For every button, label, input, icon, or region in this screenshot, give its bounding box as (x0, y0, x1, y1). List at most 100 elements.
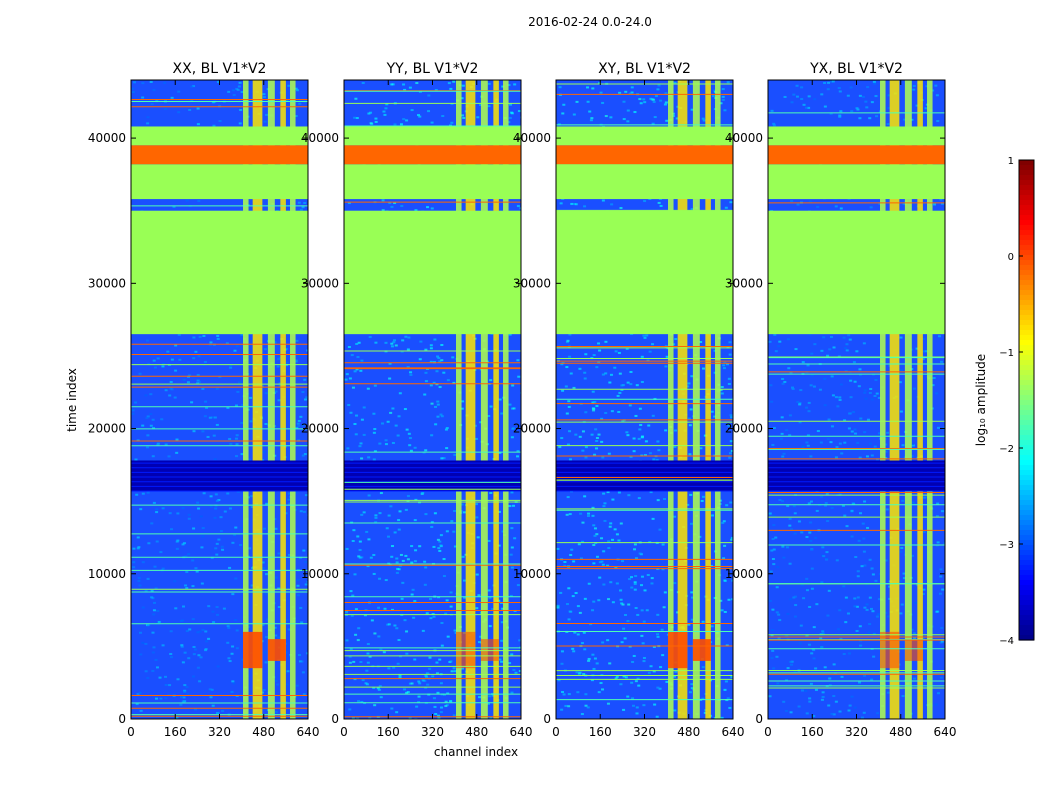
panels-group: XX, BL V1*V2 0 160 320 480 640 0 10000 20000 3000… (88, 61, 957, 739)
rfi-stripe (927, 80, 933, 719)
colorbar-swatch (1019, 550, 1034, 556)
rfi-stripe (503, 80, 509, 719)
rfi-patch (880, 631, 900, 669)
colorbar: 1 0 −1 −2 −3 −4 log₁₀ amplitude (974, 156, 1035, 647)
colorbar-swatch (1019, 410, 1034, 416)
rfi-patch (480, 639, 499, 661)
orange-band (131, 145, 308, 165)
rfi-stripe (480, 80, 488, 719)
colorbar-swatch (1019, 485, 1034, 491)
colorbar-swatch (1019, 355, 1034, 361)
y-tick-label: 30000 (513, 276, 551, 290)
colorbar-swatch (1019, 330, 1034, 336)
colorbar-swatch (1019, 160, 1034, 166)
colorbar-swatch (1019, 470, 1034, 476)
colorbar-swatch (1019, 170, 1034, 176)
colorbar-swatch (1019, 445, 1034, 451)
colorbar-swatch (1019, 395, 1034, 401)
colorbar-tick-label: −1 (999, 348, 1014, 359)
shared-x-axis-label: channel index (434, 745, 518, 759)
colorbar-swatch (1019, 175, 1034, 181)
colorbar-swatch (1019, 430, 1034, 436)
colorbar-swatch (1019, 375, 1034, 381)
y-tick-label: 10000 (725, 567, 763, 581)
orange-band (556, 145, 733, 165)
colorbar-swatch (1019, 625, 1034, 631)
rfi-stripe (493, 80, 499, 719)
x-tick-label: 0 (764, 725, 772, 739)
colorbar-swatch (1019, 295, 1034, 301)
y-tick-label: 30000 (725, 276, 763, 290)
colorbar-swatch (1019, 285, 1034, 291)
x-tick-label: 320 (633, 725, 656, 739)
y-tick-label: 10000 (301, 567, 339, 581)
colorbar-swatch (1019, 195, 1034, 201)
x-tick-label: 640 (297, 725, 320, 739)
colorbar-swatch (1019, 390, 1034, 396)
x-tick-label: 640 (722, 725, 745, 739)
flagged-block (131, 126, 308, 146)
colorbar-swatch (1019, 300, 1034, 306)
colorbar-swatch (1019, 615, 1034, 621)
colorbar-swatch (1019, 600, 1034, 606)
colorbar-swatch (1019, 225, 1034, 231)
colorbar-swatch (1019, 345, 1034, 351)
flagged-block (768, 210, 945, 335)
y-tick-label: 20000 (301, 422, 339, 436)
colorbar-swatch (1019, 235, 1034, 241)
colorbar-swatch (1019, 455, 1034, 461)
y-tick-label: 0 (755, 712, 763, 726)
x-tick-label: 160 (589, 725, 612, 739)
colorbar-swatch (1019, 520, 1034, 526)
flagged-block (556, 126, 733, 146)
heatmap-image (131, 80, 308, 719)
colorbar-swatch (1019, 365, 1034, 371)
colorbar-swatch (1019, 560, 1034, 566)
rfi-patch (243, 631, 263, 669)
x-tick-label: 320 (421, 725, 444, 739)
colorbar-swatch (1019, 380, 1034, 386)
x-tick-label: 160 (801, 725, 824, 739)
colorbar-swatch (1019, 360, 1034, 366)
orange-band (344, 145, 521, 165)
colorbar-swatch (1019, 610, 1034, 616)
flagged-block (768, 164, 945, 200)
colorbar-swatch (1019, 500, 1034, 506)
rfi-patch (668, 631, 688, 669)
y-tick-label: 10000 (88, 567, 126, 581)
colorbar-swatch (1019, 325, 1034, 331)
heatmap-image (344, 80, 521, 719)
y-tick-label: 20000 (725, 422, 763, 436)
panel-2: YY, BL V1*V2 0 160 320 480 640 0 10000 20000 3000… (301, 61, 533, 739)
colorbar-swatch (1019, 435, 1034, 441)
colorbar-swatch (1019, 465, 1034, 471)
panel-3: XY, BL V1*V2 0 160 320 480 640 0 10000 20000 3000… (513, 61, 745, 739)
colorbar-swatch (1019, 505, 1034, 511)
colorbar-swatch (1019, 245, 1034, 251)
y-tick-label: 0 (331, 712, 339, 726)
colorbar-swatch (1019, 515, 1034, 521)
x-tick-label: 0 (552, 725, 560, 739)
rfi-stripe (465, 80, 476, 719)
colorbar-tick-label: −4 (999, 636, 1014, 647)
y-tick-label: 40000 (513, 131, 551, 145)
x-tick-label: 0 (127, 725, 135, 739)
colorbar-label: log₁₀ amplitude (974, 354, 988, 446)
colorbar-swatch (1019, 425, 1034, 431)
colorbar-swatch (1019, 525, 1034, 531)
colorbar-swatch (1019, 630, 1034, 636)
flagged-block (556, 210, 733, 335)
rfi-stripe (252, 80, 263, 719)
flagged-block (344, 210, 521, 335)
x-tick-label: 160 (377, 725, 400, 739)
colorbar-swatch (1019, 220, 1034, 226)
colorbar-swatch (1019, 230, 1034, 236)
colorbar-swatch (1019, 320, 1034, 326)
panel-1: XX, BL V1*V2 0 160 320 480 640 0 10000 20000 3000… (88, 61, 320, 739)
flagged-block (556, 164, 733, 200)
rfi-stripe (456, 80, 462, 719)
colorbar-swatch (1019, 280, 1034, 286)
colorbar-tick-label: −3 (999, 540, 1014, 551)
colorbar-swatch (1019, 290, 1034, 296)
